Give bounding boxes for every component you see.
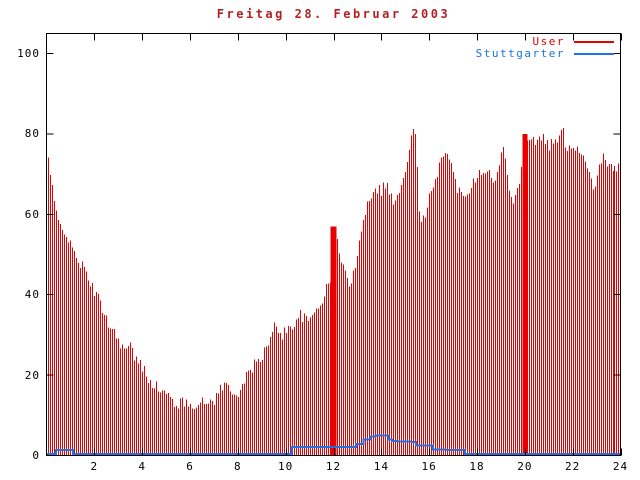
legend-user-label: User [532, 35, 565, 48]
plot-border [46, 33, 621, 456]
y-tick-label: 60 [24, 207, 40, 221]
x-tick-label: 24 [612, 460, 629, 473]
x-tick-label: 2 [90, 460, 99, 473]
y-tick-label: 40 [24, 288, 40, 302]
legend-stuttgarter-line-swatch [574, 52, 614, 55]
legend: User Stuttgarter [475, 35, 614, 60]
x-tick-label: 8 [234, 460, 242, 473]
x-tick-label: 10 [278, 460, 294, 473]
legend-stuttgarter-label: Stuttgarter [475, 47, 565, 60]
stuttgarter-line [46, 434, 621, 455]
x-tick-label: 6 [186, 460, 194, 473]
legend-item-user: User [476, 35, 614, 48]
user-highlight-bar [330, 226, 337, 455]
x-tick-label: 20 [517, 460, 533, 473]
x-tick-label: 12 [325, 460, 342, 473]
y-tick-label: 100 [17, 47, 40, 60]
x-tick-label: 22 [565, 460, 581, 473]
x-tick-label: 4 [138, 460, 146, 473]
user-highlight-bar [522, 133, 528, 455]
y-tick-label: 20 [24, 368, 40, 382]
y-tick-label: 80 [24, 127, 40, 141]
legend-item-stuttgarter: Stuttgarter [475, 47, 614, 60]
y-tick-label: 0 [32, 449, 40, 462]
chart-title: Freitag 28. Februar 2003 [216, 7, 451, 21]
x-tick-label: 16 [421, 460, 437, 473]
x-tick-label: 14 [373, 460, 389, 473]
x-tick-label: 18 [469, 460, 485, 473]
legend-user-line-swatch [574, 40, 614, 43]
